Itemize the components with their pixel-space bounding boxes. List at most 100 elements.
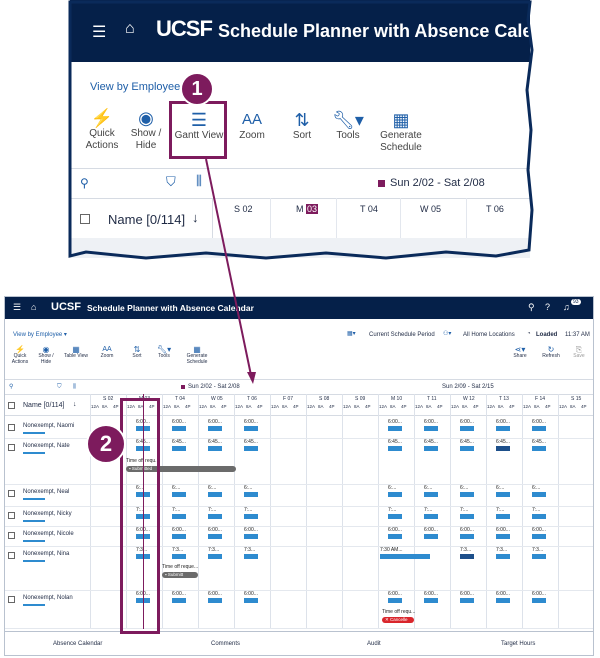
column-toggle-icon[interactable]: ⫼ [73,384,76,390]
zoom-button[interactable]: AA Zoom [97,346,117,359]
shift-time[interactable]: 6:00... [244,591,258,597]
shift-bar[interactable] [460,492,474,497]
shift-bar[interactable] [244,554,258,559]
tools-button[interactable]: 🔧︎▾ Tools [153,346,175,360]
shift-time[interactable]: 6:45... [244,439,258,445]
shift-time[interactable]: 6:00... [136,591,150,597]
row-checkbox[interactable] [8,444,15,451]
shift-bar[interactable] [532,598,546,603]
shift-bar[interactable] [496,426,510,431]
shift-time[interactable]: 6:00... [172,527,186,533]
name-column-header[interactable]: Name [0/114] [23,402,65,409]
row-checkbox[interactable] [8,532,15,539]
shift-time[interactable]: 7:3... [460,547,472,553]
quick-actions-button[interactable]: ⚡ Quick Actions [84,108,120,152]
shift-time[interactable]: 6:00... [208,419,222,425]
shift-time[interactable]: 6:00... [388,419,402,425]
shift-bar[interactable] [424,598,438,603]
shift-time[interactable]: 6:... [388,485,397,491]
shift-bar[interactable] [380,554,430,559]
shift-time[interactable]: 7:3... [208,547,220,553]
shift-time[interactable]: 7:3... [496,547,508,553]
shift-time[interactable]: 6:00... [136,419,150,425]
shift-bar[interactable] [424,426,438,431]
shift-bar[interactable] [172,534,186,539]
employee-name[interactable]: Nonexempt, Nolan [23,595,73,601]
shift-time[interactable]: 6:... [424,485,433,491]
shift-time[interactable]: 6:45... [496,439,510,445]
shift-time[interactable]: 7:... [244,507,253,513]
tab-comments[interactable]: Comments [211,641,241,647]
shift-time[interactable]: 6:00... [460,527,474,533]
shift-bar[interactable] [460,554,474,559]
share-button[interactable]: ⋖▾ Share [510,346,530,360]
shift-time[interactable]: 7:... [424,507,433,513]
shift-bar[interactable] [424,534,438,539]
shift-time[interactable]: 7:... [496,507,505,513]
shift-bar[interactable] [172,426,186,431]
search-icon[interactable]: ⚲ [528,302,535,312]
shift-bar[interactable] [496,598,510,603]
shift-time[interactable]: 6:... [496,485,505,491]
shift-bar[interactable] [208,598,222,603]
home-icon[interactable]: ⌂ [125,20,135,37]
shift-time[interactable]: 7:3... [136,547,148,553]
shift-time[interactable]: 7:... [208,507,217,513]
shift-time[interactable]: 6:00... [460,419,474,425]
shift-time[interactable]: 6:00... [496,527,510,533]
shift-time[interactable]: 6:00... [496,419,510,425]
shift-bar[interactable] [244,534,258,539]
shift-time[interactable]: 6:... [172,485,181,491]
shift-bar[interactable] [424,492,438,497]
shift-bar[interactable] [244,598,258,603]
save-button[interactable]: ⎘ Save [570,346,588,360]
shift-bar[interactable] [460,446,474,451]
employee-name[interactable]: Nonexempt, Nina [23,551,70,557]
show-hide-button[interactable]: ◉ Show / Hide [35,346,57,366]
shift-bar[interactable] [172,492,186,497]
shift-time[interactable]: 6:... [460,485,469,491]
shift-bar[interactable] [388,446,402,451]
shift-bar[interactable] [244,426,258,431]
shift-bar[interactable] [208,534,222,539]
shift-bar[interactable] [532,446,546,451]
shift-bar[interactable] [172,446,186,451]
filter-icon[interactable]: ⛉ [57,384,62,390]
locations-icon[interactable]: ⚇▾ [443,331,452,337]
shift-time[interactable]: 6:00... [532,419,546,425]
shift-time[interactable]: 7:... [388,507,397,513]
show-hide-button[interactable]: ◉ Show / Hide [128,108,164,152]
shift-time[interactable]: 6:00... [532,591,546,597]
shift-bar[interactable] [532,534,546,539]
shift-bar[interactable] [532,514,546,519]
shift-time[interactable]: 7:... [460,507,469,513]
shift-time[interactable]: 6:... [136,485,145,491]
shift-time[interactable]: 6:00... [172,591,186,597]
tab-target-hours[interactable]: Target Hours [501,641,536,647]
employee-name[interactable]: Nonexempt, Nate [23,443,70,449]
row-checkbox[interactable] [8,424,15,431]
shift-bar[interactable] [208,554,222,559]
shift-time[interactable]: 6:45... [172,439,186,445]
shift-bar[interactable] [532,492,546,497]
refresh-button[interactable]: ↻ Refresh [540,346,562,360]
shift-time[interactable]: 6:00... [244,527,258,533]
shift-time[interactable]: 6:00... [136,527,150,533]
generate-schedule-button[interactable]: ▦ Generate Schedule [376,110,426,154]
shift-time[interactable]: 6:00... [208,591,222,597]
shift-bar[interactable] [244,446,258,451]
row-checkbox[interactable] [8,552,15,559]
notification-bell-icon[interactable]: ♫ [563,302,570,312]
shift-bar[interactable] [388,598,402,603]
shift-time[interactable]: 6:45... [424,439,438,445]
employee-name[interactable]: Nonexempt, Nicky [23,511,72,517]
shift-bar[interactable] [496,492,510,497]
shift-bar[interactable] [532,426,546,431]
table-view-button[interactable]: ▦ Table View [63,346,89,360]
shift-bar[interactable] [424,446,438,451]
submitted-pill[interactable]: ▪ Submitt [162,572,198,578]
shift-time[interactable]: 6:00... [424,527,438,533]
shift-bar[interactable] [244,514,258,519]
calendar-period-icon[interactable]: ▦▾ [347,331,356,337]
tab-audit[interactable]: Audit [367,641,381,647]
